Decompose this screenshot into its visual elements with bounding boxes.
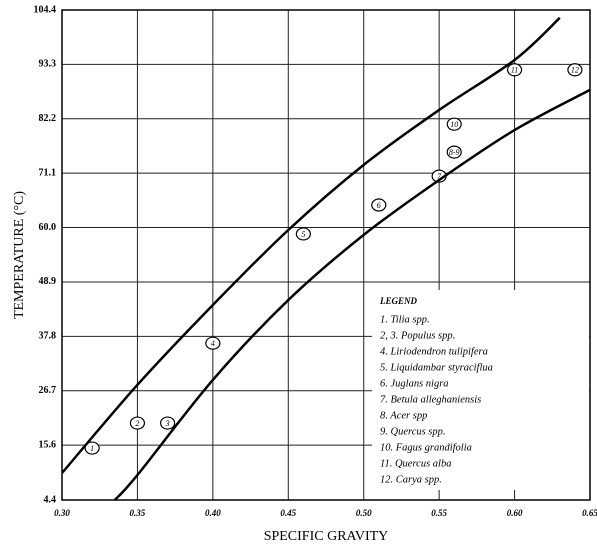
x-tick-label: 0.30 xyxy=(54,508,70,518)
x-tick-label: 0.45 xyxy=(280,508,296,518)
x-axis-label: SPECIFIC GRAVITY xyxy=(264,529,389,544)
point-label: 11 xyxy=(511,66,518,75)
legend-entry: 6. Juglans nigra xyxy=(380,378,449,389)
point xyxy=(446,117,462,131)
point-label: 1 xyxy=(90,444,94,453)
y-tick-label: 4.4 xyxy=(44,494,57,505)
band-curve xyxy=(61,16,561,474)
legend-entry: 7. Betula alleghaniensis xyxy=(380,394,481,405)
point xyxy=(160,416,176,430)
legend-box xyxy=(372,290,589,490)
y-tick-label: 104.4 xyxy=(34,4,57,15)
legend-entry: 5. Liquidambar styraciflua xyxy=(380,362,493,373)
plot-frame xyxy=(61,9,591,501)
point xyxy=(84,441,100,455)
legend-entry: 2, 3. Populus spp. xyxy=(380,330,455,341)
point xyxy=(371,198,387,212)
x-tick-label: 0.60 xyxy=(507,508,523,518)
legend-entry: 12. Carya spp. xyxy=(380,474,442,485)
point-label: 2 xyxy=(135,419,139,428)
point-label: 12 xyxy=(571,66,579,75)
y-tick-label: 48.9 xyxy=(39,276,57,287)
legend-entry: 8. Acer spp xyxy=(380,410,427,421)
point xyxy=(567,63,583,77)
y-tick-label: 60.0 xyxy=(39,222,57,233)
x-tick-label: 0.50 xyxy=(356,508,372,518)
legend-entry: 9. Quercus spp. xyxy=(380,426,446,437)
y-tick-label: 82.2 xyxy=(39,113,57,124)
x-tick-label: 0.40 xyxy=(205,508,221,518)
point-label: 8-9 xyxy=(449,148,460,157)
point xyxy=(129,416,146,430)
y-tick-label: 37.8 xyxy=(39,331,57,342)
legend-entry: 10. Fagus grandifolia xyxy=(380,442,472,453)
band-curve xyxy=(113,88,591,501)
point xyxy=(295,227,311,241)
point-label: 7 xyxy=(437,172,442,181)
point-label: 4 xyxy=(211,339,215,348)
point xyxy=(446,145,462,159)
y-tick-label: 15.6 xyxy=(39,439,57,450)
x-tick-label: 0.65 xyxy=(582,508,597,518)
point-label: 5 xyxy=(301,230,305,239)
y-tick-label: 93.3 xyxy=(39,59,57,70)
point-label: 6 xyxy=(377,201,381,210)
point-label: 10 xyxy=(450,120,458,129)
legend-entry: 11. Quercus alba xyxy=(380,458,451,469)
y-tick-label: 26.7 xyxy=(39,385,57,396)
y-axis-label: TEMPERATURE (°C) xyxy=(12,191,27,319)
point xyxy=(506,63,523,77)
x-tick-label: 0.35 xyxy=(130,508,146,518)
y-tick-label: 71.1 xyxy=(39,167,57,178)
legend-entry: 4. Liriodendron tulipifera xyxy=(380,346,488,357)
x-tick-label: 0.55 xyxy=(431,508,447,518)
legend-entry: 1. Tilia spp. xyxy=(380,314,430,325)
point-label: 3 xyxy=(165,419,170,428)
point xyxy=(205,336,221,350)
legend-title: LEGEND xyxy=(379,296,418,306)
